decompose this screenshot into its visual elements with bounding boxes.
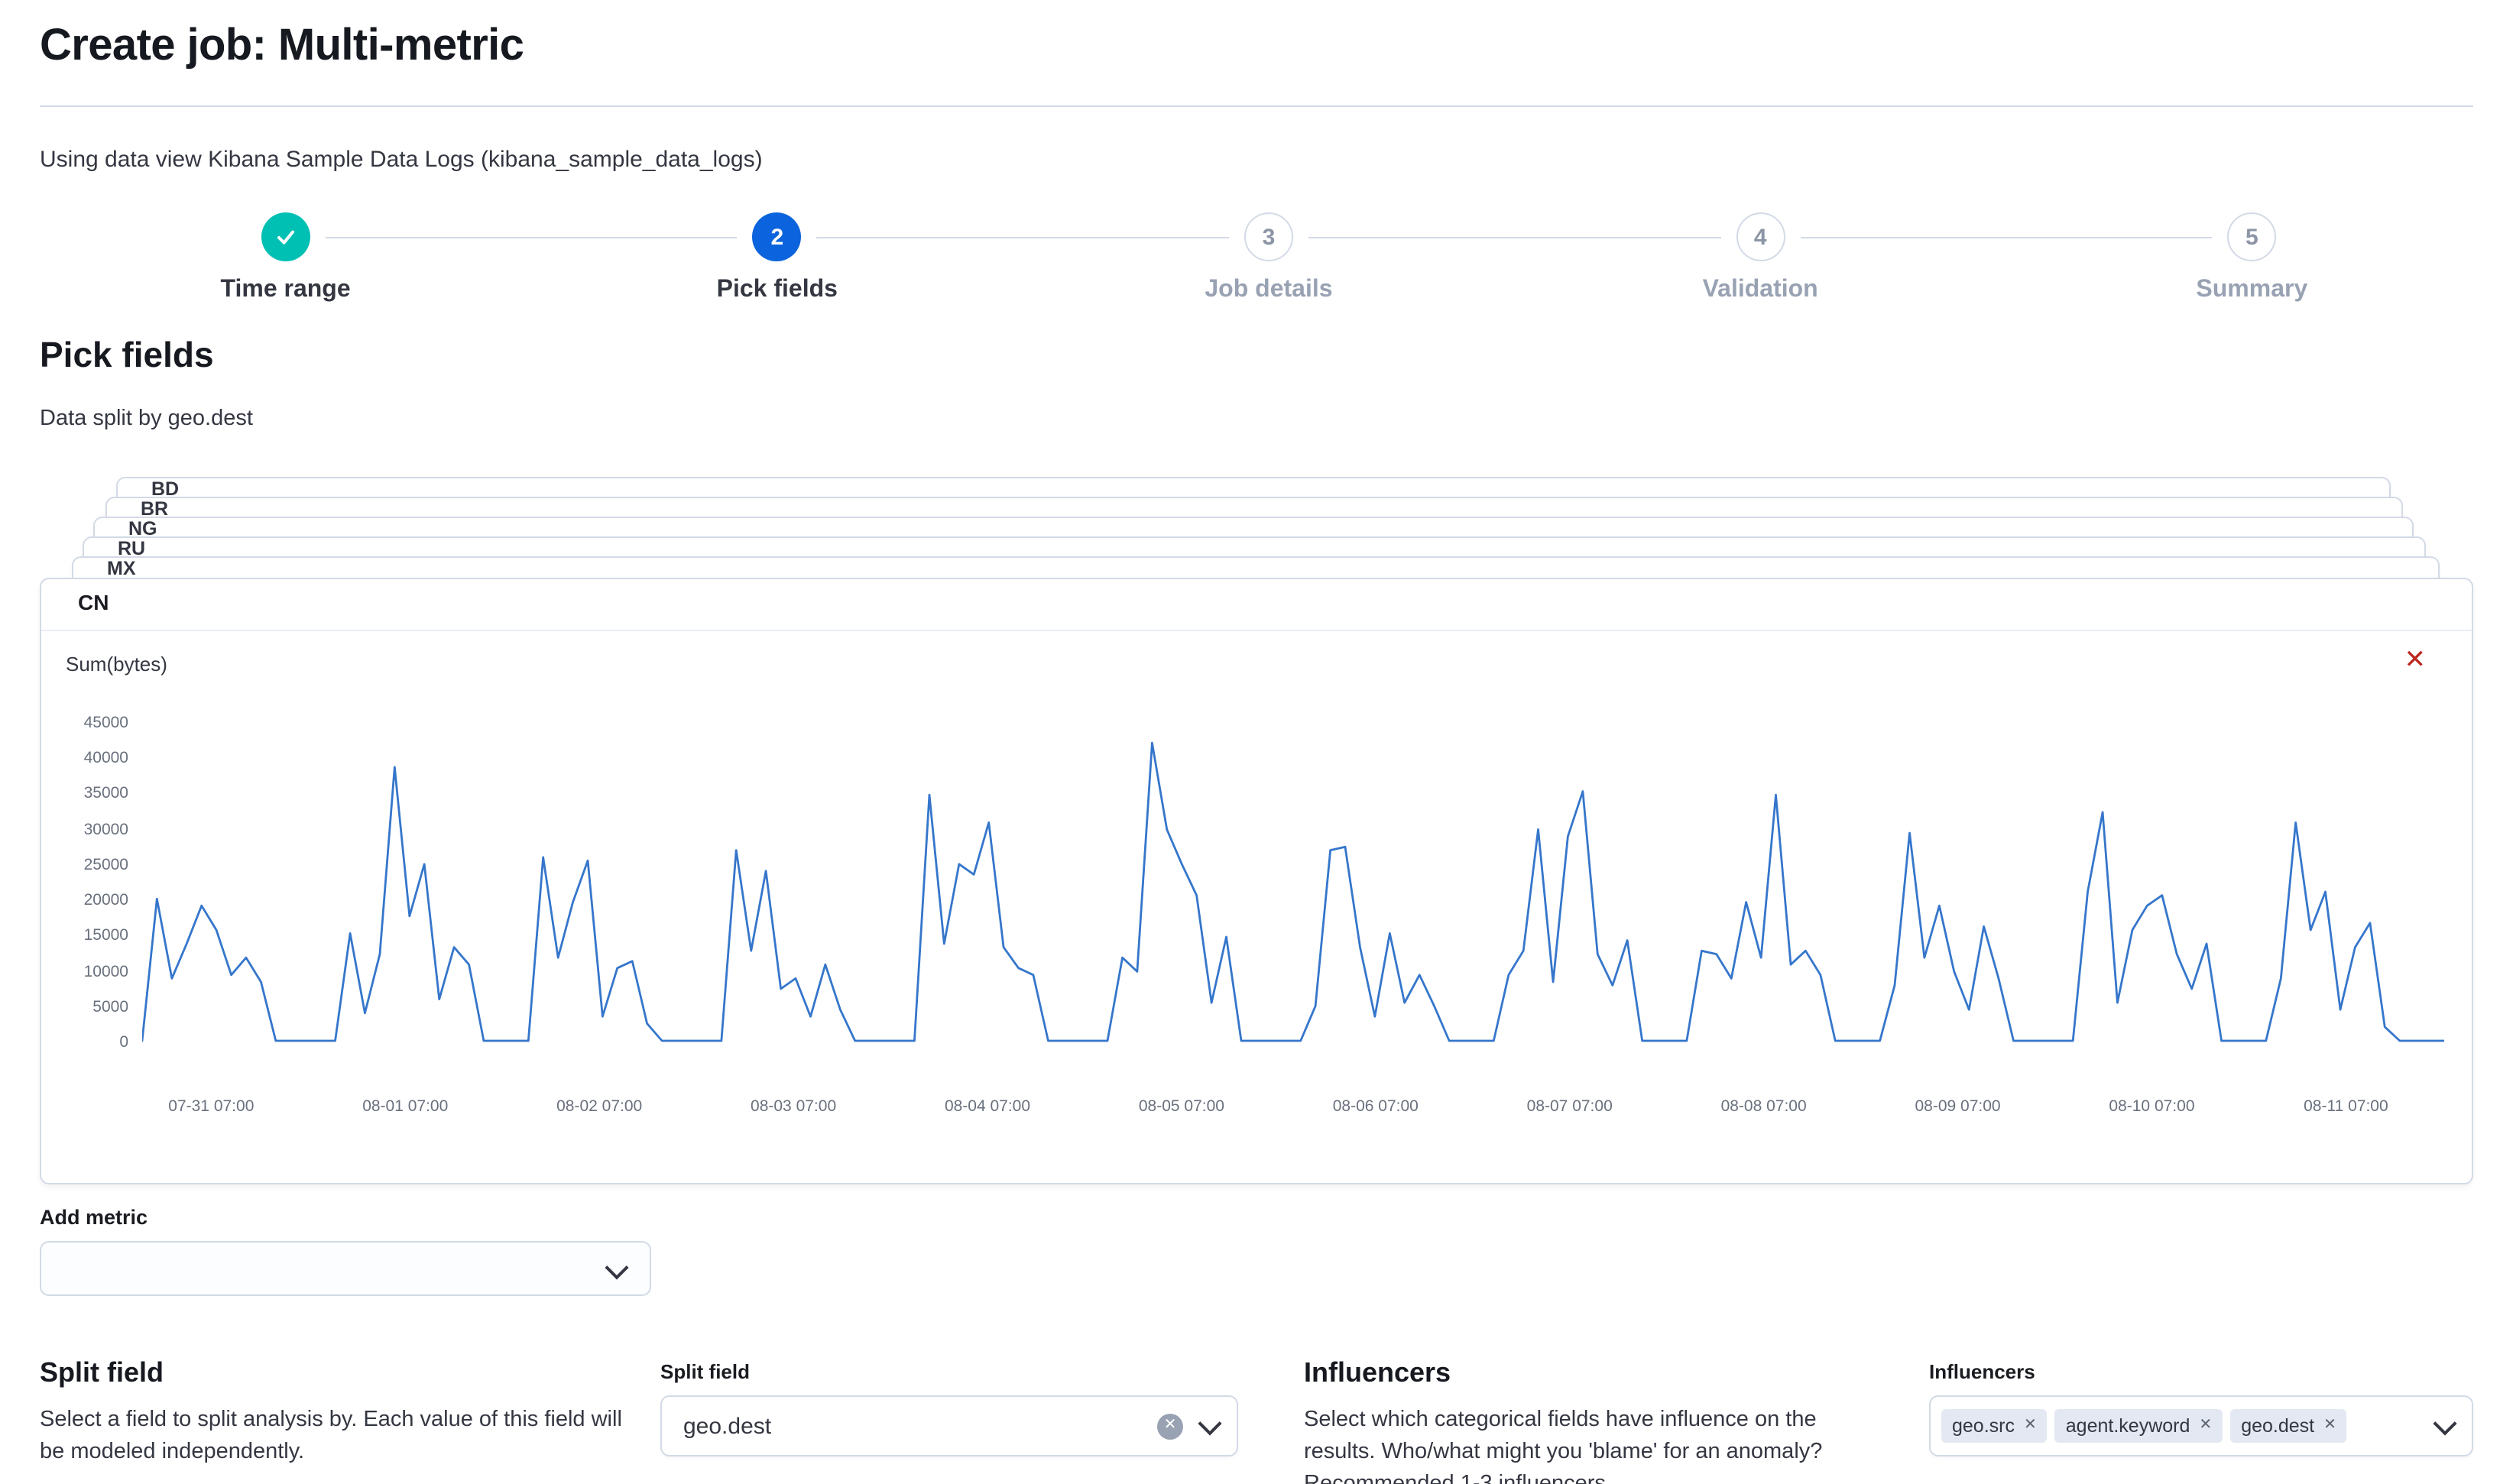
split-card-label: NG xyxy=(128,518,157,539)
form-row: Split field Select a field to split anal… xyxy=(0,1357,2513,1484)
x-tick-label: 08-11 07:00 xyxy=(2304,1097,2388,1116)
influencer-pill: agent.keyword ✕ xyxy=(2054,1409,2223,1443)
y-axis-labels: 45000 40000 35000 30000 25000 20000 15000 10000… xyxy=(63,714,142,1051)
split-card-stack: BD BR NG RU MX CN Sum(bytes) ✕ 45000 4000… xyxy=(40,477,2473,1184)
split-field-combobox[interactable]: geo.dest ✕ xyxy=(660,1395,1238,1456)
x-tick-label: 08-08 07:00 xyxy=(1720,1097,1807,1116)
clear-selection-icon[interactable]: ✕ xyxy=(1157,1413,1183,1439)
split-card-label: RU xyxy=(118,538,146,559)
x-tick-label: 07-31 07:00 xyxy=(168,1097,255,1116)
add-metric-label: Add metric xyxy=(40,1206,148,1229)
page-title: Create job: Multi-metric xyxy=(40,21,524,70)
x-tick-label: 08-10 07:00 xyxy=(2109,1097,2195,1116)
x-tick-label: 08-06 07:00 xyxy=(1332,1097,1419,1116)
y-tick-label: 10000 xyxy=(83,962,128,981)
chevron-down-icon xyxy=(1198,1411,1222,1435)
section-title: Pick fields xyxy=(40,335,214,374)
split-card-title: CN xyxy=(41,579,2472,631)
add-metric-select[interactable] xyxy=(40,1241,651,1296)
x-tick-label: 08-09 07:00 xyxy=(1915,1097,2001,1116)
step-number: 4 xyxy=(1736,212,1785,261)
step-label: Job details xyxy=(1205,277,1333,303)
influencers-combobox[interactable]: geo.src ✕ agent.keyword ✕ geo.dest ✕ xyxy=(1929,1395,2473,1456)
step-number: 2 xyxy=(752,212,802,261)
influencer-pill-label: geo.dest xyxy=(2241,1415,2315,1437)
step-complete-check-icon xyxy=(261,212,310,261)
metric-preview-chart: 45000 40000 35000 30000 25000 20000 15000 10000… xyxy=(63,714,2444,1122)
x-tick-label: 08-01 07:00 xyxy=(362,1097,449,1116)
step-time-range[interactable]: Time range xyxy=(40,212,531,304)
split-field-description-group: Split field Select a field to split anal… xyxy=(40,1357,628,1469)
chart-line-svg xyxy=(142,715,2444,1051)
split-field-heading: Split field xyxy=(40,1357,164,1388)
influencer-pill-label: geo.src xyxy=(1952,1415,2015,1437)
influencers-heading: Influencers xyxy=(1304,1357,1451,1388)
step-summary[interactable]: 5 Summary xyxy=(1800,212,2498,304)
chevron-down-icon xyxy=(2433,1411,2457,1435)
y-tick-label: 40000 xyxy=(83,749,128,768)
influencers-description-group: Influencers Select which categorical fie… xyxy=(1304,1357,1842,1484)
x-tick-label: 08-04 07:00 xyxy=(944,1097,1031,1116)
y-tick-label: 5000 xyxy=(92,997,128,1016)
split-field-control-group: Split field geo.dest ✕ xyxy=(660,1360,1238,1456)
chart-plot-area: 07-31 07:00 08-01 07:00 08-02 07:00 08-03 0… xyxy=(142,715,2444,1122)
dataview-note: Using data view Kibana Sample Data Logs … xyxy=(40,147,763,173)
y-tick-label: 25000 xyxy=(83,855,128,874)
split-field-description: Select a field to split analysis by. Eac… xyxy=(40,1408,622,1465)
add-metric-group: Add metric xyxy=(40,1206,2473,1296)
remove-influencer-icon[interactable]: ✕ xyxy=(2199,1417,2213,1434)
y-tick-label: 30000 xyxy=(83,820,128,839)
split-field-input-label: Split field xyxy=(660,1360,750,1383)
split-card-label: BR xyxy=(141,498,169,520)
remove-metric-icon[interactable]: ✕ xyxy=(2404,645,2427,674)
influencers-input-label: Influencers xyxy=(1929,1360,2035,1383)
split-card-label: BD xyxy=(151,478,180,500)
x-tick-label: 08-07 07:00 xyxy=(1526,1097,1613,1116)
header-divider xyxy=(40,105,2473,107)
split-card-label: MX xyxy=(107,558,136,579)
x-tick-label: 08-05 07:00 xyxy=(1138,1097,1224,1116)
y-tick-label: 15000 xyxy=(83,926,128,945)
y-tick-label: 35000 xyxy=(83,784,128,803)
step-label: Time range xyxy=(220,277,351,303)
remove-influencer-icon[interactable]: ✕ xyxy=(2323,1417,2336,1434)
split-field-value: geo.dest xyxy=(683,1413,772,1439)
step-job-details[interactable]: 3 Job details xyxy=(817,212,1514,304)
x-tick-label: 08-03 07:00 xyxy=(751,1097,837,1116)
step-label: Validation xyxy=(1702,277,1818,303)
influencers-control-group: Influencers geo.src ✕ agent.keyword ✕ ge… xyxy=(1929,1360,2473,1456)
step-validation[interactable]: 4 Validation xyxy=(1308,212,2006,304)
remove-influencer-icon[interactable]: ✕ xyxy=(2024,1417,2037,1434)
x-tick-label: 08-02 07:00 xyxy=(556,1097,643,1116)
step-number: 5 xyxy=(2227,212,2277,261)
step-label: Summary xyxy=(2196,277,2308,303)
data-split-note: Data split by geo.dest xyxy=(40,407,253,431)
y-tick-label: 0 xyxy=(119,1032,128,1051)
step-indicator: Time range 2 Pick fields 3 Job details 4… xyxy=(40,212,2498,304)
influencer-pill: geo.src ✕ xyxy=(1941,1409,2048,1443)
y-tick-label: 45000 xyxy=(83,714,128,732)
influencers-description: Select which categorical fields have inf… xyxy=(1304,1408,1823,1484)
metric-label: Sum(bytes) xyxy=(66,653,167,676)
influencer-pill-label: agent.keyword xyxy=(2065,1415,2190,1437)
split-card-front: CN Sum(bytes) ✕ 45000 40000 35000 30000 2500… xyxy=(40,578,2473,1184)
step-pick-fields[interactable]: 2 Pick fields xyxy=(325,212,1023,304)
step-label: Pick fields xyxy=(716,277,838,303)
chevron-down-icon xyxy=(605,1256,629,1280)
step-number: 3 xyxy=(1244,212,1293,261)
y-tick-label: 20000 xyxy=(83,891,128,910)
x-axis-labels: 07-31 07:00 08-01 07:00 08-02 07:00 08-03 0… xyxy=(142,1097,2444,1122)
influencer-pill: geo.dest ✕ xyxy=(2230,1409,2347,1443)
